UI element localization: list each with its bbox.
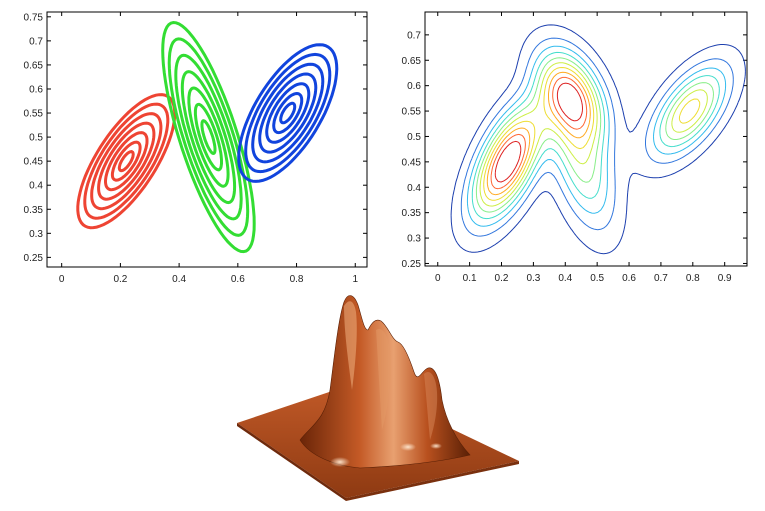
chart-2-contours <box>450 24 746 255</box>
surface-specular-1 <box>330 457 350 467</box>
contour-series-1-level-4 <box>97 121 156 201</box>
x-tick-label: 1 <box>352 274 358 285</box>
y-tick-label: 0.25 <box>24 253 44 264</box>
density-contour-level-7 <box>483 67 701 201</box>
y-tick-label: 0.35 <box>402 208 422 219</box>
y-tick-label: 0.45 <box>402 157 422 168</box>
surface-secondary-ridge <box>376 328 391 430</box>
contour-series-1-level-5 <box>90 112 163 211</box>
contour-series-2-level-6 <box>167 37 250 237</box>
contour-series-3-level-5 <box>251 62 325 164</box>
x-tick-label: 0 <box>435 273 441 284</box>
surface-specular-2 <box>400 443 416 451</box>
contour-series-1-level-3 <box>104 131 149 192</box>
x-tick-label: 0.8 <box>686 273 700 284</box>
density-contour-level-2 <box>460 37 734 237</box>
contour-series-2-level-1 <box>200 119 217 156</box>
x-tick-label: 0.6 <box>622 273 636 284</box>
y-tick-label: 0.4 <box>29 181 43 192</box>
chart-1-axes-box <box>46 11 368 268</box>
contour-series-3-level-2 <box>272 91 304 135</box>
chart-1: 0 0.2 0.4 0.6 0.8 1 0.25 0.3 0.35 0.4 0.45 0.5 0.55 0… <box>24 11 368 285</box>
chart-2-ticks: 0 0.1 0.2 0.3 0.4 0.5 0.6 0.7 0.8 0.9 0.25 0.3 0.35 0… <box>402 12 747 284</box>
surface-peak-highlight <box>344 301 357 390</box>
contour-series-1-level-2 <box>110 140 142 182</box>
x-tick-label: 0.5 <box>590 273 604 284</box>
y-tick-label: 0.3 <box>29 229 43 240</box>
x-tick-label: 0.2 <box>113 274 127 285</box>
x-tick-label: 0.8 <box>290 274 304 285</box>
contour-series-2-level-5 <box>174 53 243 221</box>
contour-series-3-level-4 <box>258 72 318 154</box>
surface-third-ridge <box>424 372 438 440</box>
density-contour-level-5 <box>475 57 714 213</box>
y-tick-label: 0.7 <box>407 30 421 41</box>
y-tick-label: 0.55 <box>24 109 44 120</box>
x-tick-label: 0.2 <box>495 273 509 284</box>
chart-2: 0 0.1 0.2 0.3 0.4 0.5 0.6 0.7 0.8 0.9 0.25 0.3 0.35 0… <box>402 11 748 284</box>
x-tick-label: 0.3 <box>526 273 540 284</box>
contour-series-1-level-7 <box>76 93 177 230</box>
density-contour-level-9 <box>490 76 588 190</box>
x-tick-label: 0.6 <box>231 274 245 285</box>
x-tick-label: 0.7 <box>654 273 668 284</box>
y-tick-label: 0.65 <box>24 60 44 71</box>
contour-series-2-level-2 <box>193 102 223 172</box>
surface-base-edge-right <box>346 461 519 501</box>
contour-series-3-level-6 <box>244 52 332 174</box>
x-tick-label: 0 <box>59 274 65 285</box>
y-tick-label: 0.55 <box>402 107 422 118</box>
density-contour-level-6 <box>479 62 708 207</box>
x-tick-label: 0.9 <box>718 273 732 284</box>
y-tick-label: 0.3 <box>407 234 421 245</box>
y-tick-label: 0.45 <box>24 157 44 168</box>
x-tick-label: 0.1 <box>463 273 477 284</box>
y-tick-label: 0.6 <box>407 81 421 92</box>
x-tick-label: 0.4 <box>558 273 572 284</box>
y-tick-label: 0.75 <box>24 12 44 23</box>
contour-series-3-level-3 <box>265 82 311 144</box>
chart-1-ticks: 0 0.2 0.4 0.6 0.8 1 0.25 0.3 0.35 0.4 0.45 0.5 0.55 0… <box>24 12 367 285</box>
surface-base-edge-left <box>237 423 346 501</box>
contour-series-1-level-6 <box>83 102 170 220</box>
contour-series-3-level-7 <box>237 43 339 183</box>
contour-series-2-level-3 <box>187 86 230 188</box>
density-contour-level-4 <box>471 51 720 220</box>
contour-series-2-level-7 <box>161 20 256 254</box>
density-contour-level-10 <box>494 82 583 183</box>
y-tick-label: 0.5 <box>407 132 421 143</box>
density-contour-level-3 <box>466 45 727 227</box>
chart-2-axes-box <box>424 11 748 267</box>
surface-specular-3 <box>430 443 442 449</box>
contour-series-1-level-1 <box>117 150 135 173</box>
chart-1-contours <box>76 20 339 254</box>
contour-series-3-level-1 <box>279 101 297 125</box>
density-contour-level-1 <box>450 24 746 255</box>
y-tick-label: 0.7 <box>29 36 43 47</box>
y-tick-label: 0.6 <box>29 84 43 95</box>
density-contour-level-8 <box>486 71 591 196</box>
y-tick-label: 0.5 <box>29 133 43 144</box>
contour-series-2-level-4 <box>180 70 237 205</box>
y-tick-label: 0.25 <box>402 259 422 270</box>
y-tick-label: 0.35 <box>24 205 44 216</box>
y-tick-label: 0.4 <box>407 183 421 194</box>
x-tick-label: 0.4 <box>172 274 186 285</box>
y-tick-label: 0.65 <box>402 56 422 67</box>
chart-3-surface <box>237 295 519 501</box>
